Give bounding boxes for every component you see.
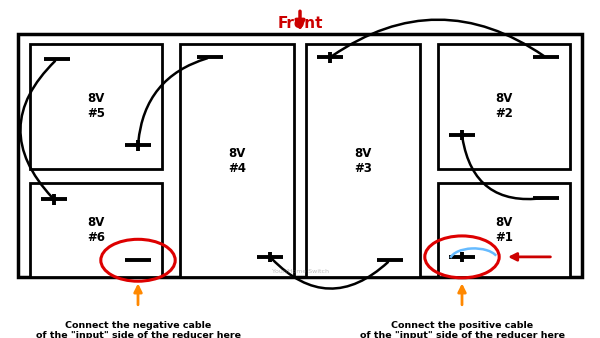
Text: 8V
#1: 8V #1: [495, 216, 513, 244]
Bar: [30, 183, 162, 277]
Text: Connect the negative cable
of the "input" side of the reducer here: Connect the negative cable of the "input…: [35, 321, 241, 338]
Bar: [180, 44, 294, 277]
Text: 8V
#3: 8V #3: [354, 147, 372, 174]
Bar: [438, 183, 570, 277]
Bar: [438, 44, 570, 169]
Text: Front: Front: [277, 16, 323, 31]
Text: 8V
#2: 8V #2: [495, 93, 513, 120]
Bar: [306, 44, 420, 277]
Bar: [30, 44, 162, 169]
Text: Your/Home Switch: Your/Home Switch: [271, 269, 329, 274]
Text: Connect the positive cable
of the "input" side of the reducer here: Connect the positive cable of the "input…: [359, 321, 565, 338]
Bar: [18, 34, 582, 277]
Text: 8V
#4: 8V #4: [228, 147, 246, 174]
Text: 8V
#6: 8V #6: [87, 216, 105, 244]
Text: 8V
#5: 8V #5: [87, 93, 105, 120]
